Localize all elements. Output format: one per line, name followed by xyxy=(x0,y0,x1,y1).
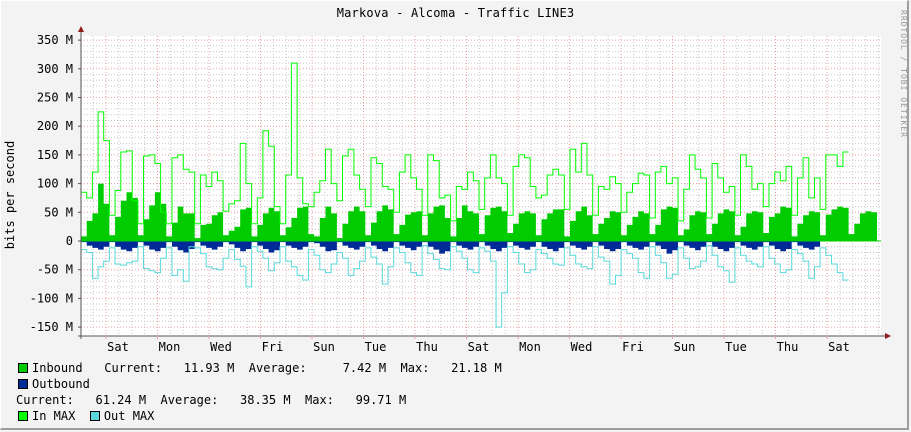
chart-title: Markova - Alcoma - Traffic LINE3 xyxy=(336,6,575,20)
outbound-average-value: 38.35 M xyxy=(240,393,291,407)
outbound-current-value: 61.24 M xyxy=(95,393,147,407)
outbound-max-label: Max: xyxy=(305,393,334,407)
plot-area xyxy=(81,36,881,336)
legend-inbound: Inbound Current: 11.93 M Average: 7.42 M… xyxy=(18,360,502,376)
x-tick-label: Sat xyxy=(468,340,490,354)
y-tick-label: 250 M xyxy=(37,91,73,105)
y-tick-label: 50 M xyxy=(44,205,73,219)
x-tick-label: Sun xyxy=(313,340,335,354)
out-max-line xyxy=(81,245,849,328)
y-tick-label: -150 M xyxy=(30,320,73,334)
inbound-average-value: 7.42 M xyxy=(342,361,387,375)
y-tick-label: 0 xyxy=(66,234,73,248)
y-tick-label: 200 M xyxy=(37,119,73,133)
y-tick-label: 150 M xyxy=(37,148,73,162)
outbound-max-value: 99.71 M xyxy=(355,393,407,407)
y-tick-label: -100 M xyxy=(30,291,73,305)
inbound-max-label: Max: xyxy=(400,361,430,375)
inbound-label: Inbound xyxy=(32,361,83,375)
x-tick-label: Tue xyxy=(365,340,387,354)
x-tick-label: Wed xyxy=(210,340,232,354)
x-tick-label: Sat xyxy=(828,340,850,354)
out-max-swatch xyxy=(89,411,100,421)
y-tick-label: 350 M xyxy=(37,33,73,47)
legend-max: In MAX Out MAX xyxy=(18,408,154,424)
inbound-area xyxy=(81,183,877,241)
out-max-label: Out MAX xyxy=(103,409,155,423)
outbound-swatch xyxy=(18,379,28,389)
x-tick-label: Fri xyxy=(262,340,284,354)
x-tick-label: Mon xyxy=(519,340,541,354)
x-tick-label: Mon xyxy=(159,340,181,354)
inbound-swatch xyxy=(18,363,28,373)
in-max-label: In MAX xyxy=(32,409,76,423)
x-axis-arrow-icon xyxy=(885,333,891,339)
inbound-max-value: 21.18 M xyxy=(451,361,502,375)
in-max-swatch xyxy=(18,411,28,421)
legend-outbound: Outbound xyxy=(18,376,90,392)
x-tick-label: Tue xyxy=(725,340,747,354)
outbound-average-label: Average: xyxy=(160,393,219,407)
rrdtool-watermark: RRDTOOL / TOBI OETIKER xyxy=(899,10,908,138)
outbound-current-label: Current: xyxy=(16,393,74,407)
inbound-current-value: 11.93 M xyxy=(183,361,235,375)
in-max-line xyxy=(81,62,849,225)
outbound-label: Outbound xyxy=(32,377,90,391)
x-tick-label: Wed xyxy=(571,340,593,354)
y-tick-label: 100 M xyxy=(37,177,73,191)
x-tick-label: Fri xyxy=(622,340,644,354)
inbound-current-label: Current: xyxy=(104,361,163,375)
x-tick-label: Sat xyxy=(107,340,129,354)
legend-outbound-stats: Current: 61.24 M Average: 38.35 M Max: 9… xyxy=(16,392,406,408)
inbound-average-label: Average: xyxy=(248,361,307,375)
y-tick-label: -50 M xyxy=(37,263,73,277)
x-tick-label: Thu xyxy=(777,340,799,354)
x-tick-label: Sun xyxy=(674,340,696,354)
y-axis-arrow-icon xyxy=(78,26,84,32)
x-tick-label: Thu xyxy=(416,340,438,354)
y-tick-label: 300 M xyxy=(37,62,73,76)
